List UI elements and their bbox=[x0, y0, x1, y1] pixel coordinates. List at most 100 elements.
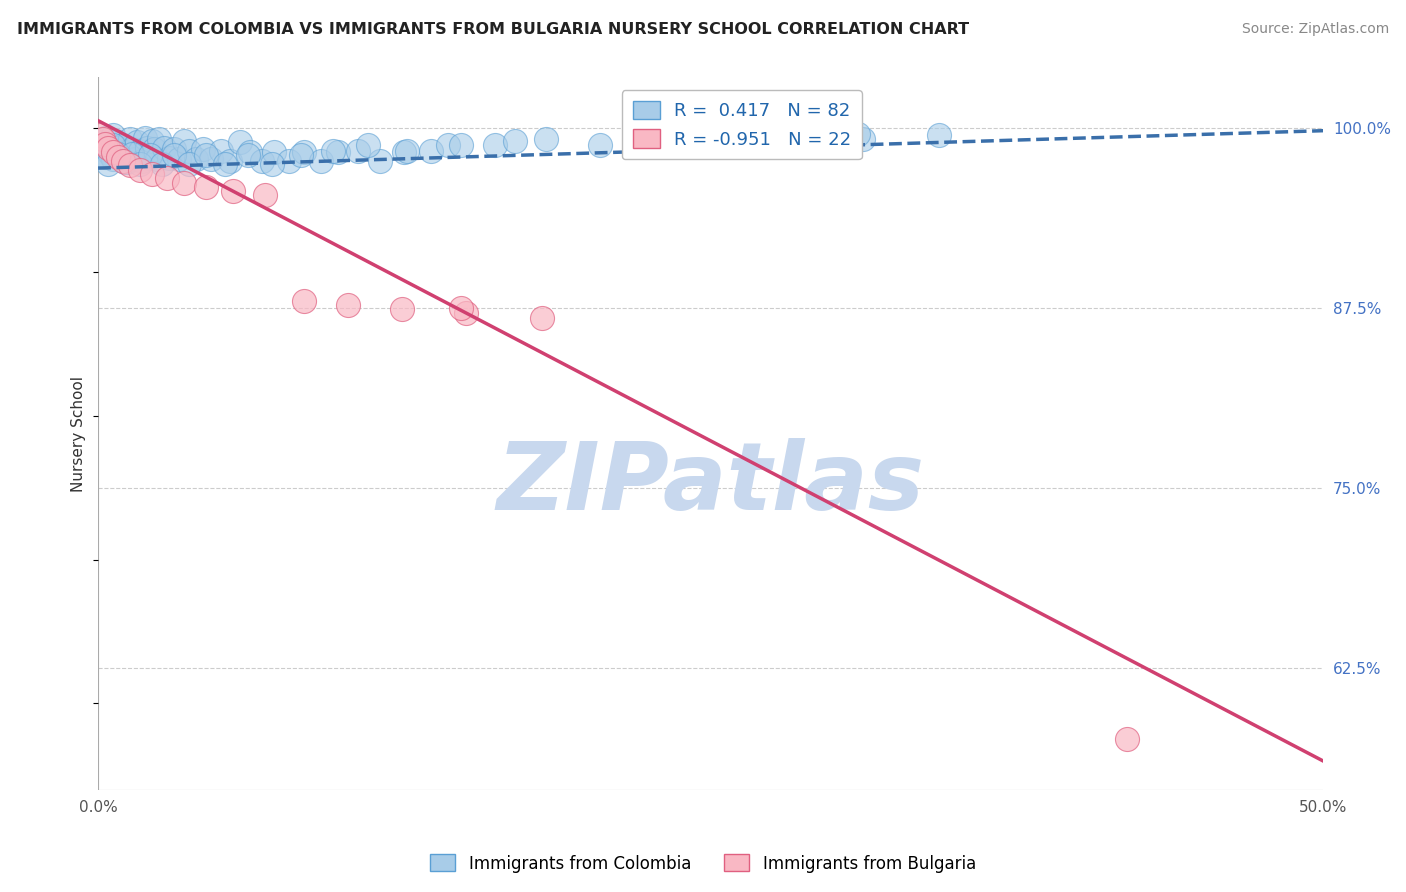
Point bbox=[94, 150, 117, 164]
Point bbox=[253, 188, 276, 202]
Point bbox=[484, 138, 506, 153]
Point bbox=[167, 153, 190, 167]
Point bbox=[121, 142, 143, 156]
Point bbox=[107, 146, 129, 161]
Point bbox=[141, 167, 163, 181]
Point bbox=[157, 151, 180, 165]
Point bbox=[214, 157, 236, 171]
Point bbox=[263, 145, 285, 160]
Point bbox=[846, 127, 869, 141]
Point bbox=[98, 146, 121, 161]
Point bbox=[97, 157, 120, 171]
Point bbox=[111, 138, 134, 153]
Point bbox=[163, 142, 186, 156]
Point bbox=[118, 132, 141, 146]
Point bbox=[107, 141, 129, 155]
Point bbox=[107, 150, 129, 164]
Point bbox=[290, 148, 312, 162]
Point bbox=[134, 131, 156, 145]
Point bbox=[239, 145, 262, 160]
Point bbox=[437, 138, 460, 153]
Point bbox=[309, 153, 332, 168]
Legend: Immigrants from Colombia, Immigrants from Bulgaria: Immigrants from Colombia, Immigrants fro… bbox=[423, 847, 983, 880]
Point bbox=[138, 148, 160, 162]
Point bbox=[252, 153, 274, 168]
Point bbox=[346, 144, 368, 158]
Point bbox=[292, 145, 315, 160]
Point bbox=[503, 134, 526, 148]
Point bbox=[91, 148, 114, 162]
Point bbox=[222, 184, 245, 198]
Point bbox=[156, 171, 179, 186]
Point bbox=[648, 132, 671, 146]
Point bbox=[209, 144, 232, 158]
Point bbox=[173, 176, 195, 190]
Text: Source: ZipAtlas.com: Source: ZipAtlas.com bbox=[1241, 22, 1389, 37]
Point bbox=[146, 153, 169, 167]
Point bbox=[194, 179, 217, 194]
Point bbox=[454, 306, 477, 320]
Point bbox=[530, 310, 553, 325]
Point bbox=[94, 131, 117, 145]
Point bbox=[763, 131, 786, 145]
Point bbox=[194, 148, 217, 162]
Point bbox=[138, 151, 160, 165]
Point bbox=[177, 144, 200, 158]
Point bbox=[124, 153, 146, 167]
Point bbox=[450, 138, 472, 153]
Point bbox=[153, 141, 176, 155]
Point bbox=[356, 138, 378, 153]
Point bbox=[118, 158, 141, 172]
Point bbox=[101, 145, 124, 160]
Point bbox=[420, 144, 443, 158]
Point bbox=[236, 148, 259, 162]
Point bbox=[589, 138, 612, 153]
Point bbox=[114, 155, 136, 169]
Point bbox=[450, 301, 472, 315]
Point bbox=[322, 144, 344, 158]
Point bbox=[292, 293, 315, 308]
Point bbox=[101, 153, 124, 167]
Point bbox=[101, 128, 124, 142]
Point bbox=[141, 134, 163, 148]
Point bbox=[328, 145, 350, 160]
Point bbox=[200, 153, 222, 167]
Point bbox=[394, 145, 416, 160]
Point bbox=[368, 153, 391, 168]
Point bbox=[852, 132, 875, 146]
Point bbox=[89, 135, 111, 149]
Point bbox=[229, 135, 252, 149]
Point bbox=[395, 144, 418, 158]
Point bbox=[114, 145, 136, 160]
Point bbox=[193, 142, 215, 156]
Point bbox=[94, 136, 117, 151]
Point bbox=[711, 132, 734, 146]
Point bbox=[536, 132, 558, 146]
Point bbox=[1116, 732, 1139, 747]
Point bbox=[163, 148, 186, 162]
Point bbox=[104, 134, 127, 148]
Point bbox=[928, 128, 950, 142]
Point bbox=[148, 132, 170, 146]
Point bbox=[136, 141, 159, 155]
Point bbox=[173, 134, 195, 148]
Text: IMMIGRANTS FROM COLOMBIA VS IMMIGRANTS FROM BULGARIA NURSERY SCHOOL CORRELATION : IMMIGRANTS FROM COLOMBIA VS IMMIGRANTS F… bbox=[17, 22, 969, 37]
Point bbox=[780, 128, 803, 142]
Point bbox=[391, 302, 413, 317]
Point bbox=[131, 153, 153, 168]
Point bbox=[97, 139, 120, 153]
Point bbox=[117, 155, 139, 169]
Point bbox=[111, 153, 134, 168]
Point bbox=[260, 157, 283, 171]
Point bbox=[128, 144, 150, 158]
Point bbox=[219, 153, 242, 168]
Point bbox=[108, 151, 131, 165]
Point bbox=[128, 162, 150, 177]
Point bbox=[278, 153, 301, 168]
Point bbox=[127, 135, 149, 149]
Point bbox=[121, 146, 143, 161]
Point bbox=[101, 138, 124, 153]
Point bbox=[177, 157, 200, 171]
Point bbox=[184, 153, 207, 167]
Point bbox=[91, 132, 114, 146]
